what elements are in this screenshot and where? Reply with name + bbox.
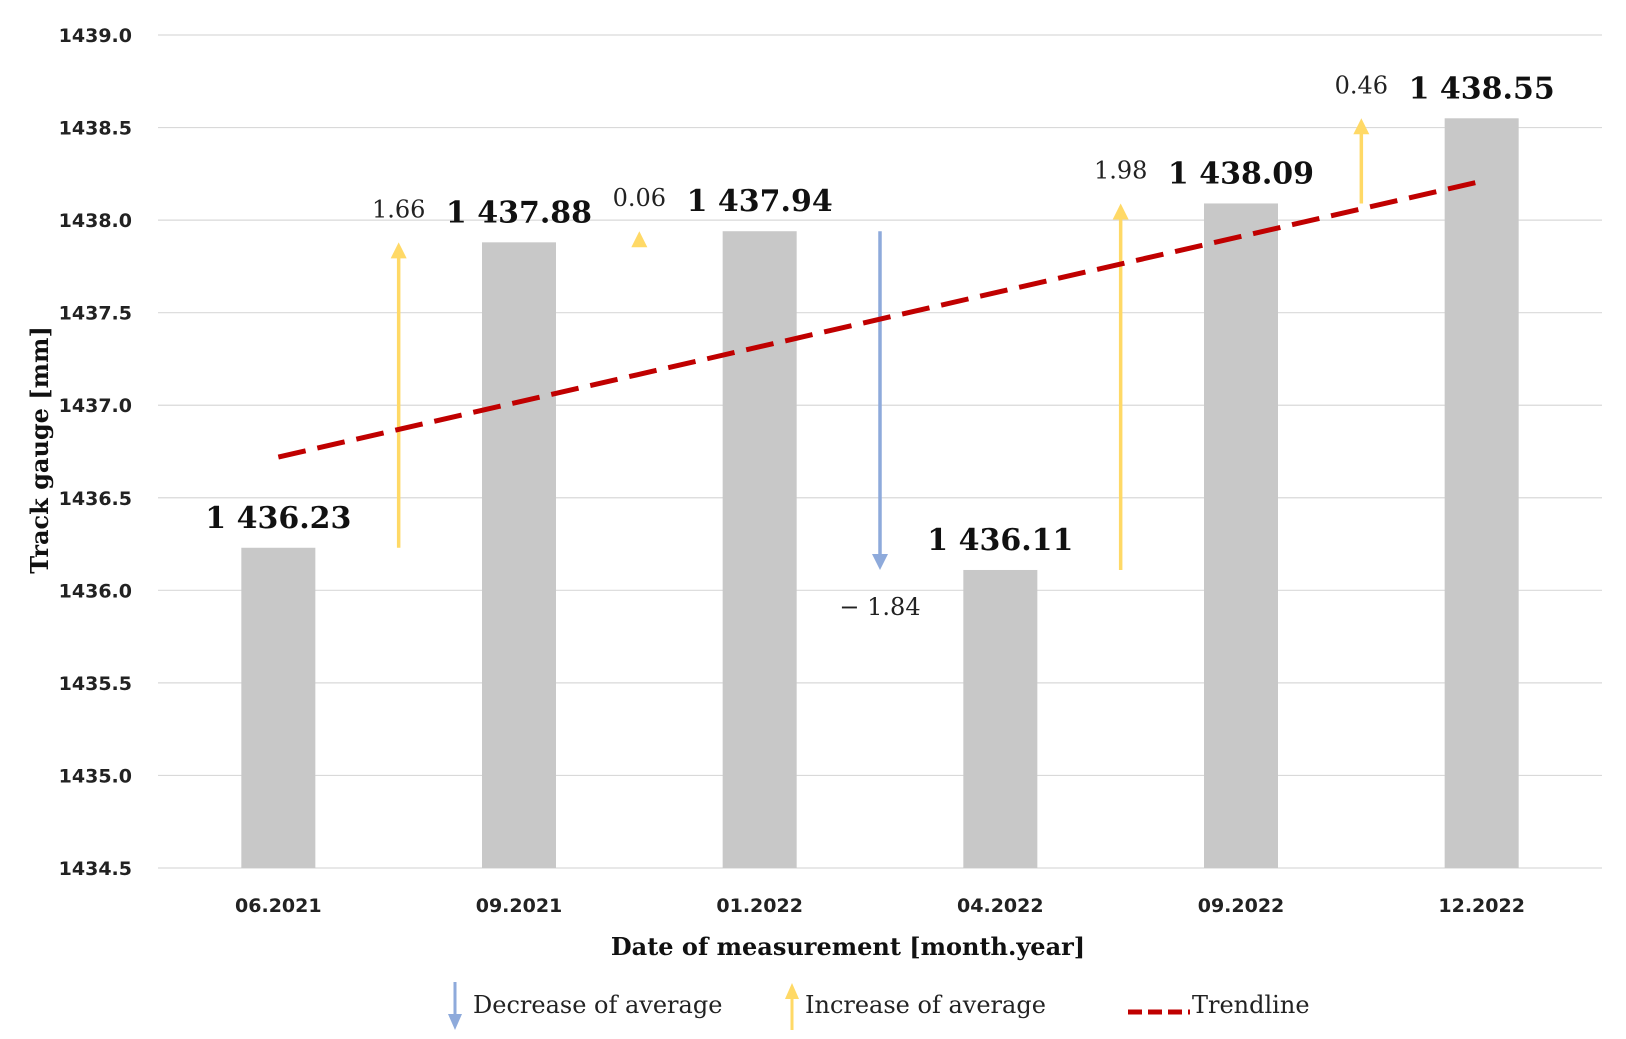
y-tick-label: 1438.0 [59,210,132,232]
x-axis-ticks: 06.2021 09.2021 01.2022 04.2022 09.2022 12.20… [235,895,1525,917]
bar-value-label: 1 437.88 [446,195,592,230]
change-label: 1.98 [1094,156,1147,184]
bar-value-label: 1 437.94 [687,184,833,219]
bar [241,547,316,868]
y-tick-label: 1438.5 [59,118,132,140]
y-tick-label: 1434.5 [59,858,132,880]
change-label: 1.66 [372,195,425,223]
legend-decrease-label: Decrease of average [473,991,722,1019]
change-label: 0.06 [613,184,666,212]
change-label: 0.46 [1335,71,1388,99]
y-tick-label: 1435.0 [59,765,132,787]
y-tick-label: 1436.0 [59,580,132,602]
bar [1204,203,1278,868]
bar [482,242,556,868]
x-tick-label: 09.2022 [1198,895,1285,917]
bar [963,569,1038,868]
y-tick-label: 1437.0 [59,395,132,417]
y-tick-label: 1437.5 [59,303,132,325]
x-tick-label: 01.2022 [716,895,803,917]
legend-trendline-label: Trendline [1192,991,1310,1019]
x-tick-label: 04.2022 [957,895,1044,917]
legend-decrease-arrowhead-icon [448,1014,462,1030]
trendline-line [277,178,1483,460]
x-tick-label: 12.2022 [1438,895,1525,917]
increase-arrowhead [1112,203,1129,220]
y-axis-ticks: 1434.5 1435.0 1435.5 1436.0 1436.5 1437.0 1437… [59,25,132,880]
bar-value-label: 1 436.11 [927,523,1073,558]
legend: Decrease of average Increase of average … [448,982,1310,1030]
bar-value-label: 1 438.09 [1168,156,1314,191]
bar-value-label: 1 436.23 [205,501,351,536]
bar-value-label: 1 438.55 [1409,71,1555,106]
x-axis-title: Date of measurement [month.year] [611,932,1085,961]
y-tick-label: 1435.5 [59,673,132,695]
x-tick-label: 06.2021 [235,895,322,917]
legend-increase-arrowhead-icon [785,983,799,999]
y-axis-title: Track gauge [mm] [25,326,54,574]
bar [722,231,797,868]
increase-arrowhead [1353,118,1370,135]
change-arrows: 1.66 0.06 − 1.84 1.98 0.46 [372,71,1388,621]
data-labels: 1 436.23 1 437.88 1 437.94 1 436.11 1 438.09… [205,71,1554,558]
trendline [277,178,1483,460]
y-tick-label: 1436.5 [59,488,132,510]
bars [241,118,1519,869]
legend-increase-label: Increase of average [805,991,1046,1019]
bar [1444,118,1519,869]
x-tick-label: 09.2021 [476,895,563,917]
change-label: − 1.84 [839,593,920,621]
increase-arrowhead [390,242,407,259]
increase-arrowhead [631,231,648,248]
y-tick-label: 1439.0 [59,25,132,47]
decrease-arrowhead [872,553,888,570]
